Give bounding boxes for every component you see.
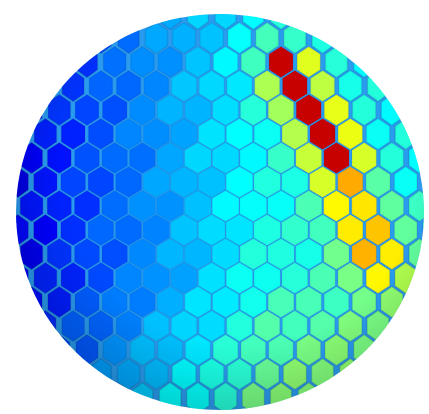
- sphere-shade: [16, 14, 424, 410]
